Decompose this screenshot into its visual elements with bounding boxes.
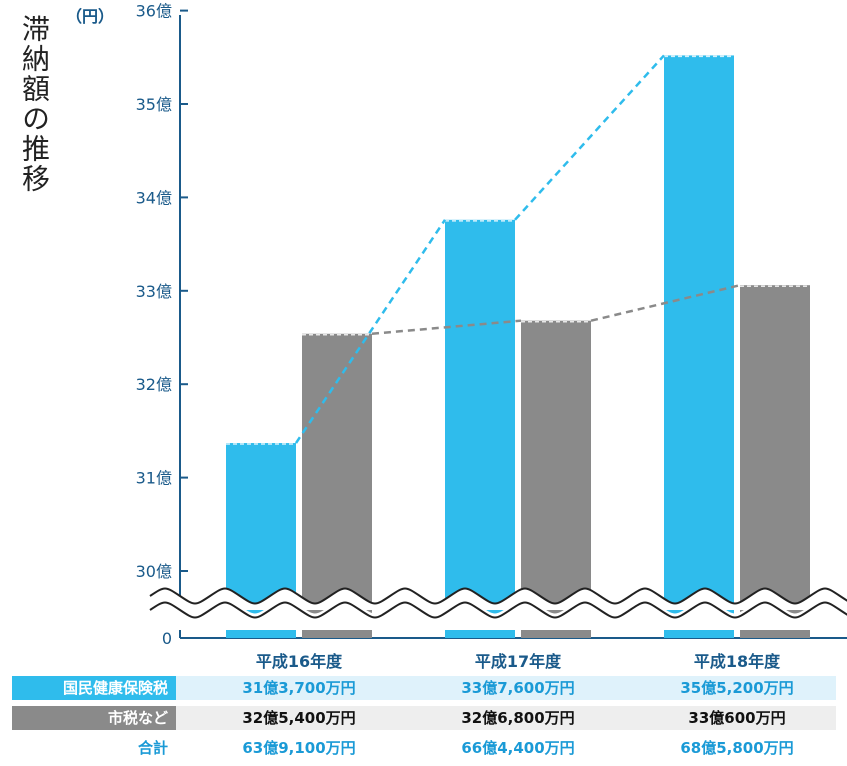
bar-0 [445,219,515,639]
bar-1 [521,320,591,638]
y-tick-label: 33億 [136,282,172,301]
bar-1 [740,285,810,638]
category-label: 平成16年度 [255,652,343,671]
table-cell: 31億3,700万円 [242,679,356,697]
trend-line-1 [371,283,741,336]
y-tick-label: 32億 [136,375,172,394]
table-row: 国民健康保険税 31億3,700万円 33億7,600万円 35億5,200万円 [0,676,847,702]
table-cell: 68億5,800万円 [680,739,794,757]
table-cell: 63億9,100万円 [242,739,356,757]
axis-break-line [149,601,847,619]
axis-break-fill [150,598,847,630]
row-label: 合計 [137,739,168,757]
y-tick-label: 35億 [136,95,172,114]
y-tick-label: 31億 [136,469,172,488]
table-row: 合計 63億9,100万円 66億4,400万円 68億5,800万円 [0,736,847,762]
bar-chart: 0 30億 31億 32億 33億 34億 35億 36億 （円） [66,2,847,645]
y-tick-label: 36億 [136,2,172,21]
table-cell: 32億5,400万円 [242,709,356,727]
row-background [176,676,836,700]
trend-line-0 [294,54,665,444]
table-cell: 35億5,200万円 [680,679,794,697]
y-tick-label: 30億 [136,562,172,581]
row-label: 市税など [12,706,176,730]
chart-title: 滞納額の推移 [18,14,51,194]
y-unit-label: （円） [66,7,114,26]
table-cell: 32億6,800万円 [461,709,575,727]
y-tick-label: 0 [162,629,172,645]
category-label: 平成18年度 [693,652,781,671]
table-cell: 66億4,400万円 [461,739,575,757]
axis-break-line [149,587,847,605]
category-label: 平成17年度 [474,652,562,671]
y-tick-label: 34億 [136,188,172,207]
row-background [176,706,836,730]
bar-1 [302,333,372,638]
table-cell: 33億7,600万円 [461,679,575,697]
table-cell: 33億600万円 [688,709,786,727]
axis-break-gap [150,588,847,610]
bar-0 [664,55,734,638]
table-row: 市税など 32億5,400万円 32億6,800万円 33億600万円 [0,706,847,732]
row-label: 国民健康保険税 [12,676,176,700]
